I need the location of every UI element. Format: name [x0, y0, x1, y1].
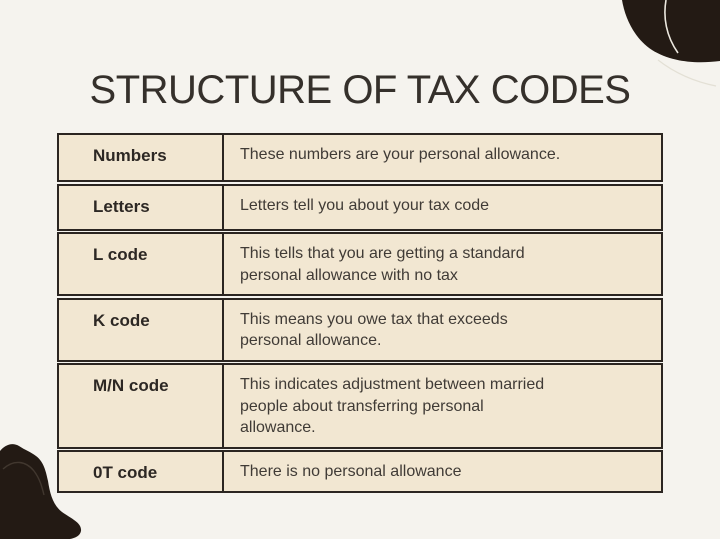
leaf-vein-line [664, 0, 679, 54]
table-row-k-code: K code This means you owe tax that excee… [57, 297, 663, 362]
row-label: M/N code [59, 365, 224, 447]
blob-shape [622, 0, 720, 63]
table-row-letters: Letters Letters tell you about your tax … [57, 183, 663, 231]
page-title: STRUCTURE OF TAX CODES [89, 68, 631, 112]
shadow-streak [657, 59, 717, 87]
table-row-mn-code: M/N code This indicates adjustment betwe… [57, 363, 663, 449]
row-description: There is no personal allowance [240, 463, 462, 480]
row-label: Numbers [59, 135, 224, 180]
row-description: These numbers are your personal allowanc… [240, 146, 561, 163]
table-row-numbers: Numbers These numbers are your personal … [57, 133, 663, 182]
row-description: This means you owe tax that exceeds pers… [240, 310, 508, 350]
row-label: L code [59, 234, 224, 294]
row-label: K code [59, 299, 224, 360]
table-row-0t-code: 0T code There is no personal allowance [57, 450, 663, 493]
corner-blob-top-right-icon [622, 0, 720, 87]
blob-shape [0, 444, 82, 539]
blob-vein-line [2, 461, 45, 496]
row-description: This indicates adjustment between marrie… [240, 376, 545, 436]
row-description: This tells that you are getting a standa… [240, 245, 525, 284]
table-row-l-code: L code This tells that you are getting a… [57, 232, 663, 296]
tax-codes-table: Numbers These numbers are your personal … [57, 133, 663, 495]
corner-blob-bottom-left-icon [0, 444, 82, 539]
row-label: Letters [59, 185, 224, 229]
row-description: Letters tell you about your tax code [240, 196, 490, 214]
row-label: 0T code [59, 452, 224, 491]
